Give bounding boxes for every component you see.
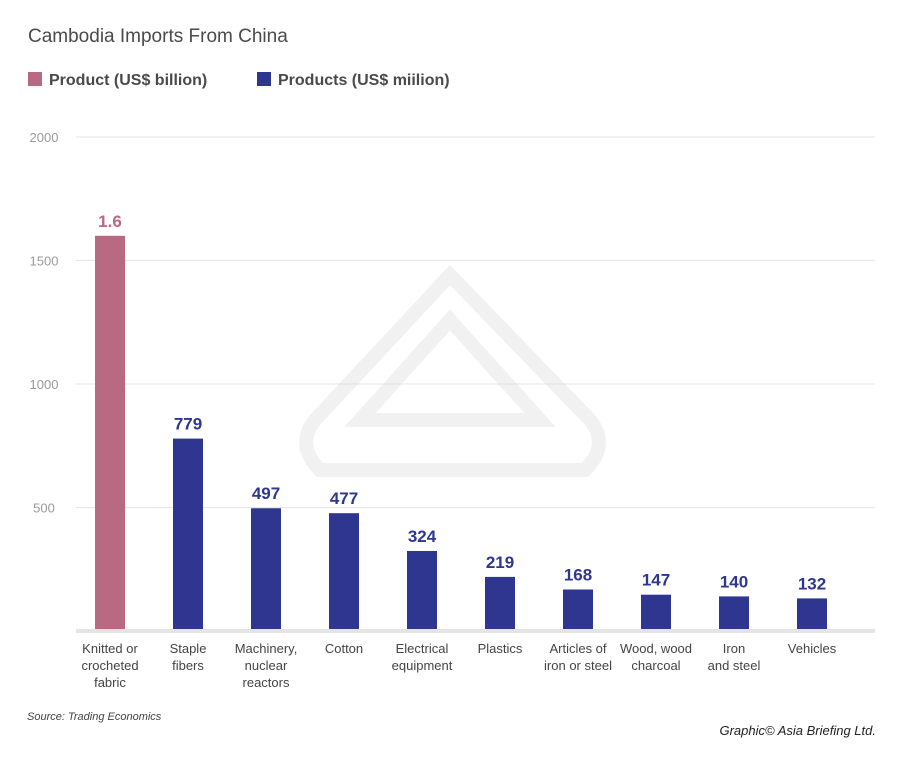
bar <box>329 513 359 631</box>
data-label: 147 <box>642 571 670 590</box>
bar <box>719 596 749 631</box>
category-label: Cotton <box>325 641 363 656</box>
category-label: Iron <box>723 641 745 656</box>
data-label: 168 <box>564 566 592 585</box>
bar <box>641 594 671 631</box>
y-tick-label: 1000 <box>30 377 59 392</box>
legend-label: Product (US$ billion) <box>49 72 207 89</box>
category-label: Staple <box>170 641 207 656</box>
bar <box>485 576 515 631</box>
category-label: crocheted <box>81 658 138 673</box>
bar <box>95 235 125 632</box>
watermark-logo <box>299 264 606 477</box>
data-label: 132 <box>798 574 826 593</box>
source-note: Source: Trading Economics <box>27 711 162 723</box>
data-label: 324 <box>408 527 437 546</box>
category-label: equipment <box>392 658 453 673</box>
bar <box>173 438 203 631</box>
bar <box>251 508 281 631</box>
category-label: Electrical <box>396 641 449 656</box>
category-label: and steel <box>708 658 761 673</box>
x-axis-line <box>76 629 875 633</box>
category-label: reactors <box>243 675 290 690</box>
bar <box>797 598 827 631</box>
category-label: iron or steel <box>544 658 612 673</box>
category-label: nuclear <box>245 658 288 673</box>
category-label: Wood, wood <box>620 641 692 656</box>
chart-title: Cambodia Imports From China <box>28 26 288 47</box>
data-label: 497 <box>252 484 280 503</box>
category-label: Machinery, <box>235 641 298 656</box>
legend-label: Products (US$ miilion) <box>278 72 450 89</box>
category-label: Knitted or <box>82 641 138 656</box>
category-label: charcoal <box>631 658 680 673</box>
y-tick-label: 500 <box>33 501 55 516</box>
data-label: 1.6 <box>98 212 122 231</box>
bar <box>407 550 437 631</box>
credit-note: Graphic© Asia Briefing Ltd. <box>719 723 876 738</box>
category-labels: Knitted or crocheted fabric Staple fibers Mac… <box>81 641 836 690</box>
legend-swatch <box>28 72 42 86</box>
legend-swatch <box>257 72 271 86</box>
category-label: Articles of <box>549 641 606 656</box>
category-label: fabric <box>94 675 126 690</box>
data-label: 140 <box>720 572 748 591</box>
category-label: Vehicles <box>788 641 837 656</box>
legend: Product (US$ billion) Products (US$ miili… <box>28 72 450 89</box>
gridlines: 500 1000 1500 2000 <box>30 130 875 516</box>
data-label: 779 <box>174 415 202 434</box>
category-label: Plastics <box>478 641 523 656</box>
bar <box>563 589 593 631</box>
data-label: 477 <box>330 489 358 508</box>
y-tick-label: 1500 <box>30 254 59 269</box>
category-label: fibers <box>172 658 204 673</box>
bars: 1.6 779 497 477 324 219 168 147 140 132 <box>95 212 827 632</box>
data-label: 219 <box>486 553 514 572</box>
y-tick-label: 2000 <box>30 130 59 145</box>
